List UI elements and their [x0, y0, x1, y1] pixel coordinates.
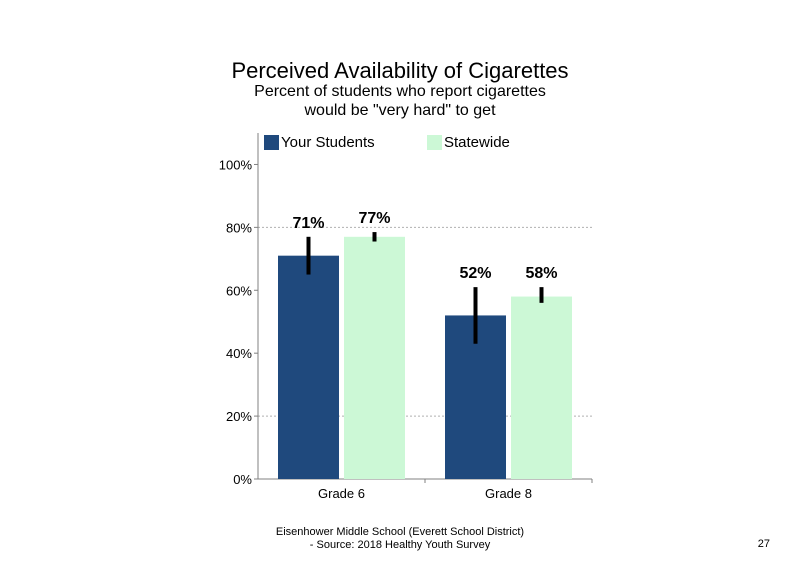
y-tick-label: 80% — [226, 220, 252, 235]
legend-swatch-your-students — [264, 134, 279, 150]
footer: Eisenhower Middle School (Everett School… — [0, 526, 800, 552]
data-label: 77% — [358, 210, 390, 227]
bar-your-students-grade-6 — [278, 255, 339, 479]
legend-label-statewide: Statewide — [444, 133, 510, 151]
x-tick-label: Grade 8 — [485, 486, 532, 501]
subtitle-line-1: Percent of students who report cigarette… — [254, 83, 546, 100]
data-label: 52% — [459, 265, 491, 282]
footer-source: - Source: 2018 Healthy Youth Survey — [309, 539, 491, 551]
bar-statewide-grade-8 — [511, 296, 572, 479]
bar-statewide-grade-6 — [344, 236, 405, 479]
y-tick-label: 20% — [226, 409, 252, 424]
legend-item-your-students: Your Students — [264, 133, 375, 151]
chart-subtitle: Percent of students who report cigarette… — [0, 82, 800, 120]
y-tick-label: 0% — [233, 472, 252, 487]
y-tick-label: 100% — [219, 157, 253, 172]
data-label: 58% — [525, 265, 557, 282]
data-label: 71% — [292, 215, 324, 232]
legend-item-statewide: Statewide — [427, 133, 510, 151]
footer-school: Eisenhower Middle School (Everett School… — [275, 526, 525, 538]
y-tick-label: 40% — [226, 346, 252, 361]
legend-swatch-statewide — [427, 134, 442, 150]
x-tick-label: Grade 6 — [318, 486, 365, 501]
legend-label-your-students: Your Students — [281, 133, 375, 151]
y-tick-label: 60% — [226, 283, 252, 298]
page-number: 27 — [757, 538, 770, 550]
subtitle-line-2: would be "very hard" to get — [304, 102, 496, 119]
chart-title: Perceived Availability of Cigarettes — [231, 58, 569, 83]
